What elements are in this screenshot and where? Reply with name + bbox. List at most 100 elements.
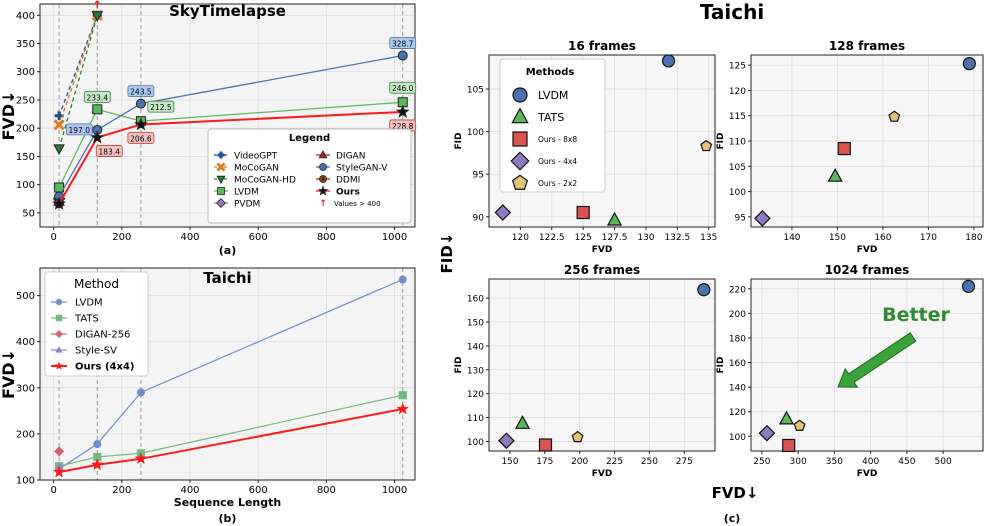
- data-point: [494, 204, 512, 221]
- data-point: [398, 275, 407, 284]
- x-tick-label: 125: [575, 233, 592, 243]
- x-tick-label: 200: [112, 485, 131, 496]
- data-point: [576, 205, 590, 220]
- value-badge-text: 246.0: [392, 84, 414, 93]
- x-tick-label: 1000: [382, 232, 407, 243]
- data-point: [754, 210, 771, 227]
- y-tick-label: 200: [16, 429, 35, 440]
- legend-marker: [511, 107, 529, 124]
- y-axis-label: FVD↓: [0, 91, 18, 141]
- value-badge: [147, 100, 175, 113]
- legend-marker: [216, 198, 226, 208]
- y-tick-label: 300: [16, 67, 35, 78]
- y-axis-label: FVD↓: [0, 349, 18, 399]
- legend-marker: [512, 87, 528, 103]
- legend-marker: [317, 185, 329, 196]
- y-tick-label: 220: [729, 285, 746, 295]
- y-tick-label: 500: [16, 291, 35, 302]
- x-axis-label: FVD: [857, 245, 878, 255]
- plot-frame: [39, 3, 416, 228]
- data-point: [91, 458, 104, 471]
- y-axis-label: FID: [454, 357, 464, 374]
- y-tick-label: 350: [16, 39, 35, 50]
- panel-c-title: Taichi: [700, 0, 764, 24]
- data-point: [396, 402, 409, 415]
- series-line-lvdm: [58, 101, 403, 188]
- chart-a: 0 200 400 600 800 1000 50 100 150 200 250 300 350 400…: [0, 0, 417, 257]
- y-tick-label: 110: [729, 138, 746, 148]
- subplot-title: 128 frames: [829, 39, 905, 53]
- panel-label-a: (a): [219, 244, 236, 257]
- x-tick-label: 150: [501, 457, 518, 467]
- legend: Method LVDM TATS DIGAN-256 Style-SV Ours (4x4…: [44, 271, 149, 377]
- data-point: [758, 424, 776, 442]
- data-point: [134, 452, 148, 465]
- plot-frame: [488, 54, 716, 228]
- series-line: [58, 278, 403, 470]
- x-tick-label: 350: [826, 457, 843, 467]
- y-tick-label: 95: [735, 213, 746, 223]
- data-point: [397, 50, 408, 61]
- subplot-title: 1024 frames: [825, 263, 910, 277]
- value-badge-text: 228.8: [392, 122, 414, 131]
- data-point: [961, 279, 976, 293]
- legend: Legend VideoGPT MoCoGAN MoCoGAN-HD LVDM PVDM D…: [207, 128, 412, 224]
- legend-marker: [54, 361, 64, 370]
- value-badge: [65, 123, 93, 136]
- x-tick-label: 450: [898, 457, 915, 467]
- legend-label: DIGAN: [336, 152, 365, 162]
- y-tick-label: 90: [473, 213, 485, 223]
- y-tick-label: 120: [467, 390, 484, 400]
- value-badge-text: 328.7: [392, 40, 414, 49]
- chart-c1: 120 122.5 125 127.5 130 132.5 135 90 95 100 105 16 …: [454, 39, 717, 255]
- data-point: [498, 432, 515, 450]
- x-tick-label: 400: [180, 232, 199, 243]
- legend-label: VideoGPT: [234, 152, 278, 162]
- x-axis-label: FVD: [592, 245, 613, 255]
- legend-marker: [55, 314, 63, 322]
- x-axis-label: FVD: [592, 469, 613, 479]
- shared-y-label: FID↓: [438, 233, 456, 274]
- x-tick-label: 225: [606, 457, 623, 467]
- y-tick-label: 150: [467, 319, 484, 329]
- data-point: [793, 419, 806, 431]
- legend-label: Ours - 4x4: [538, 157, 577, 166]
- overflow-arrow: ↑: [93, 0, 102, 12]
- x-tick-label: 150: [829, 233, 846, 243]
- legend-label: TATS: [537, 111, 564, 124]
- legend-arrow-icon: ↑: [319, 199, 327, 209]
- plot-frame: [750, 278, 984, 452]
- data-point: [398, 391, 407, 400]
- chart-title: SkyTimelapse: [169, 2, 286, 20]
- x-tick-label: 1000: [382, 485, 407, 496]
- x-tick-label: 175: [536, 457, 553, 467]
- data-point: [888, 110, 901, 122]
- legend-label: Ours (4x4): [75, 362, 135, 373]
- x-tick-label: 400: [862, 457, 879, 467]
- y-tick-label: 125: [729, 62, 746, 72]
- series-line-mocogan: [58, 15, 98, 126]
- legend-marker: [216, 175, 226, 185]
- value-badge: [127, 85, 155, 98]
- x-tick-label: 800: [317, 485, 336, 496]
- data-point: [52, 196, 66, 210]
- y-tick-label: 140: [467, 342, 484, 352]
- y-axis-label: FID: [454, 133, 464, 150]
- legend-label: LVDM: [234, 188, 259, 198]
- series-line-ours: [58, 110, 403, 205]
- data-point: [697, 283, 711, 297]
- data-point: [606, 211, 623, 226]
- y-tick-label: 120: [729, 87, 746, 97]
- value-badge-text: 243.5: [130, 88, 152, 97]
- x-tick-label: 170: [920, 233, 937, 243]
- legend-box: [207, 128, 412, 224]
- legend-marker-dot: [321, 177, 325, 181]
- x-tick-label: 132.5: [664, 233, 690, 243]
- chart-c3: 150 175 200 225 250 275 100 110 120 130 140 150 160 2…: [454, 263, 716, 479]
- data-point: [778, 410, 795, 425]
- y-tick-label: 130: [467, 366, 484, 376]
- value-badge: [95, 145, 123, 157]
- y-tick-label: 250: [16, 95, 35, 106]
- data-point: [92, 104, 103, 115]
- y-tick-label: 180: [729, 334, 746, 344]
